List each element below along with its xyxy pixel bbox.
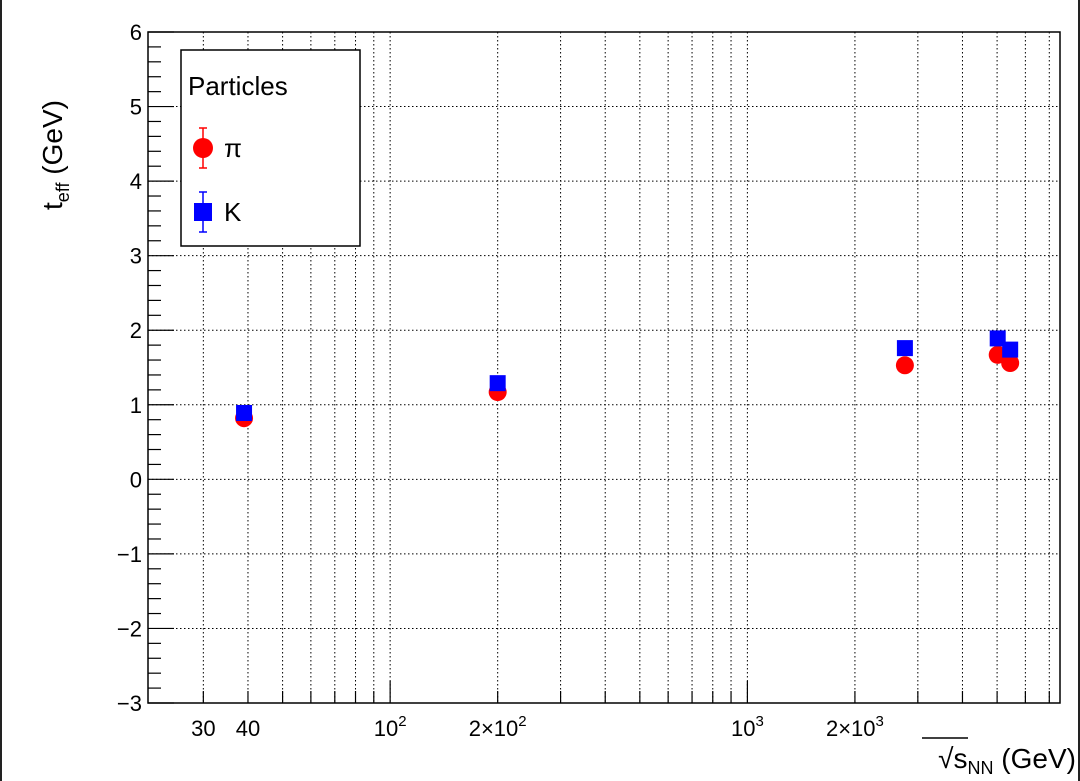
legend: Particles πK: [180, 49, 361, 247]
legend-items: πK: [193, 127, 242, 233]
data-point-0: [895, 356, 914, 375]
data-point-0: [1001, 354, 1020, 373]
x-tick-label: 2×102: [469, 713, 527, 741]
x-tick-label: 2×103: [826, 713, 884, 741]
y-tick-label: 4: [130, 169, 142, 194]
x-axis-title-main: √s: [938, 743, 967, 774]
x-axis-title-unit: (GeV): [994, 743, 1076, 774]
x-tick-label: 102: [374, 713, 407, 741]
y-tick-label: −2: [117, 616, 142, 641]
y-tick-label: 6: [130, 20, 142, 45]
legend-marker-pion: [193, 138, 213, 158]
y-tick-label: 5: [130, 95, 142, 120]
x-axis-title: √sNN (GeV): [938, 743, 1076, 778]
data-point-1: [489, 375, 506, 392]
y-axis-title-unit: (GeV): [37, 100, 68, 182]
y-tick-label: 1: [130, 393, 142, 418]
plot-frame: [147, 31, 1061, 704]
y-axis-title-main: t: [37, 202, 68, 210]
y-tick-label: 0: [130, 467, 142, 492]
x-tick-labels: 30 40 102 2×102 103 2×103: [191, 713, 884, 741]
legend-label: K: [224, 197, 242, 227]
x-tick-label: 103: [731, 713, 764, 741]
data-point-1: [896, 340, 913, 357]
data-point-1: [989, 330, 1006, 347]
legend-marker-kaon: [194, 203, 212, 221]
y-tick-label: −3: [117, 691, 142, 716]
data-point-1: [236, 404, 253, 421]
y-tick-labels: −3 −2 −1 0 1 2 3 4 5 6: [117, 20, 142, 716]
legend-label: π: [224, 133, 242, 163]
y-axis-title: teff (GeV): [37, 100, 73, 210]
x-tick-label: 30: [191, 716, 215, 741]
data-marks: [235, 330, 1020, 428]
y-tick-label: −1: [117, 542, 142, 567]
y-axis-title-sub: eff: [53, 182, 73, 203]
y-tick-label: 3: [130, 244, 142, 269]
x-tick-label: 40: [236, 716, 260, 741]
x-axis-title-sub: NN: [968, 758, 994, 778]
legend-title: Particles: [188, 71, 288, 101]
y-tick-label: 2: [130, 318, 142, 343]
data-point-1: [1002, 341, 1019, 358]
